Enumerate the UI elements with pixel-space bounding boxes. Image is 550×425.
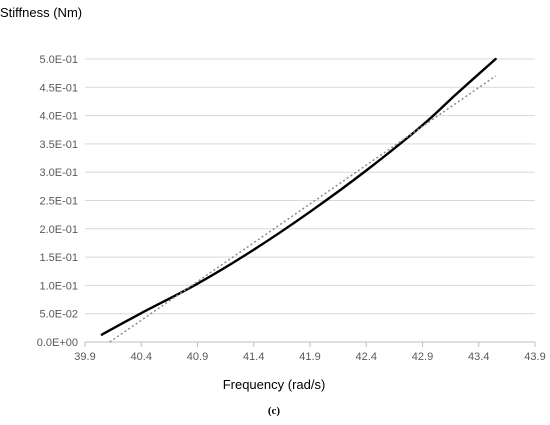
y-tick-label: 5.0E-02	[39, 309, 78, 321]
series-lines	[100, 57, 497, 343]
x-tick-label: 39.9	[74, 351, 95, 363]
y-tick-label: 3.5E-01	[39, 139, 78, 151]
y-axis-title: Stiffness (Nm)	[0, 5, 82, 20]
y-tick-label: 2.5E-01	[39, 196, 78, 208]
y-tick-label: 1.0E-01	[39, 280, 78, 292]
y-tick-label: 4.0E-01	[39, 111, 78, 123]
x-tick-label: 42.4	[356, 351, 377, 363]
series-line-solid	[100, 57, 497, 336]
y-tick-label: 0.0E+00	[37, 337, 78, 349]
x-tick-labels: 39.9 40.4 40.9 41.4 41.9 42.4 42.9 43.4 43.9	[74, 351, 545, 363]
y-tick-label: 1.5E-01	[39, 252, 78, 264]
x-tick-label: 41.9	[299, 351, 320, 363]
series-line-dotted	[109, 75, 497, 343]
x-tick-label: 42.9	[412, 351, 433, 363]
y-tick-label: 3.0E-01	[39, 167, 78, 179]
x-tick-label: 40.9	[187, 351, 208, 363]
figure-caption: (c)	[268, 405, 281, 417]
axes	[84, 341, 536, 347]
x-tick-label: 41.4	[243, 351, 264, 363]
gridlines	[85, 58, 535, 315]
x-tick-label: 43.9	[524, 351, 545, 363]
y-tick-label: 5.0E-01	[39, 54, 78, 66]
x-tick-label: 40.4	[131, 351, 152, 363]
x-axis-title: Frequency (rad/s)	[223, 377, 326, 392]
y-tick-labels: 0.0E+00 5.0E-02 1.0E-01 1.5E-01 2.0E-01 2.5E-…	[37, 54, 78, 349]
y-tick-label: 2.0E-01	[39, 224, 78, 236]
y-tick-label: 4.5E-01	[39, 82, 78, 94]
x-tick-label: 43.4	[468, 351, 489, 363]
